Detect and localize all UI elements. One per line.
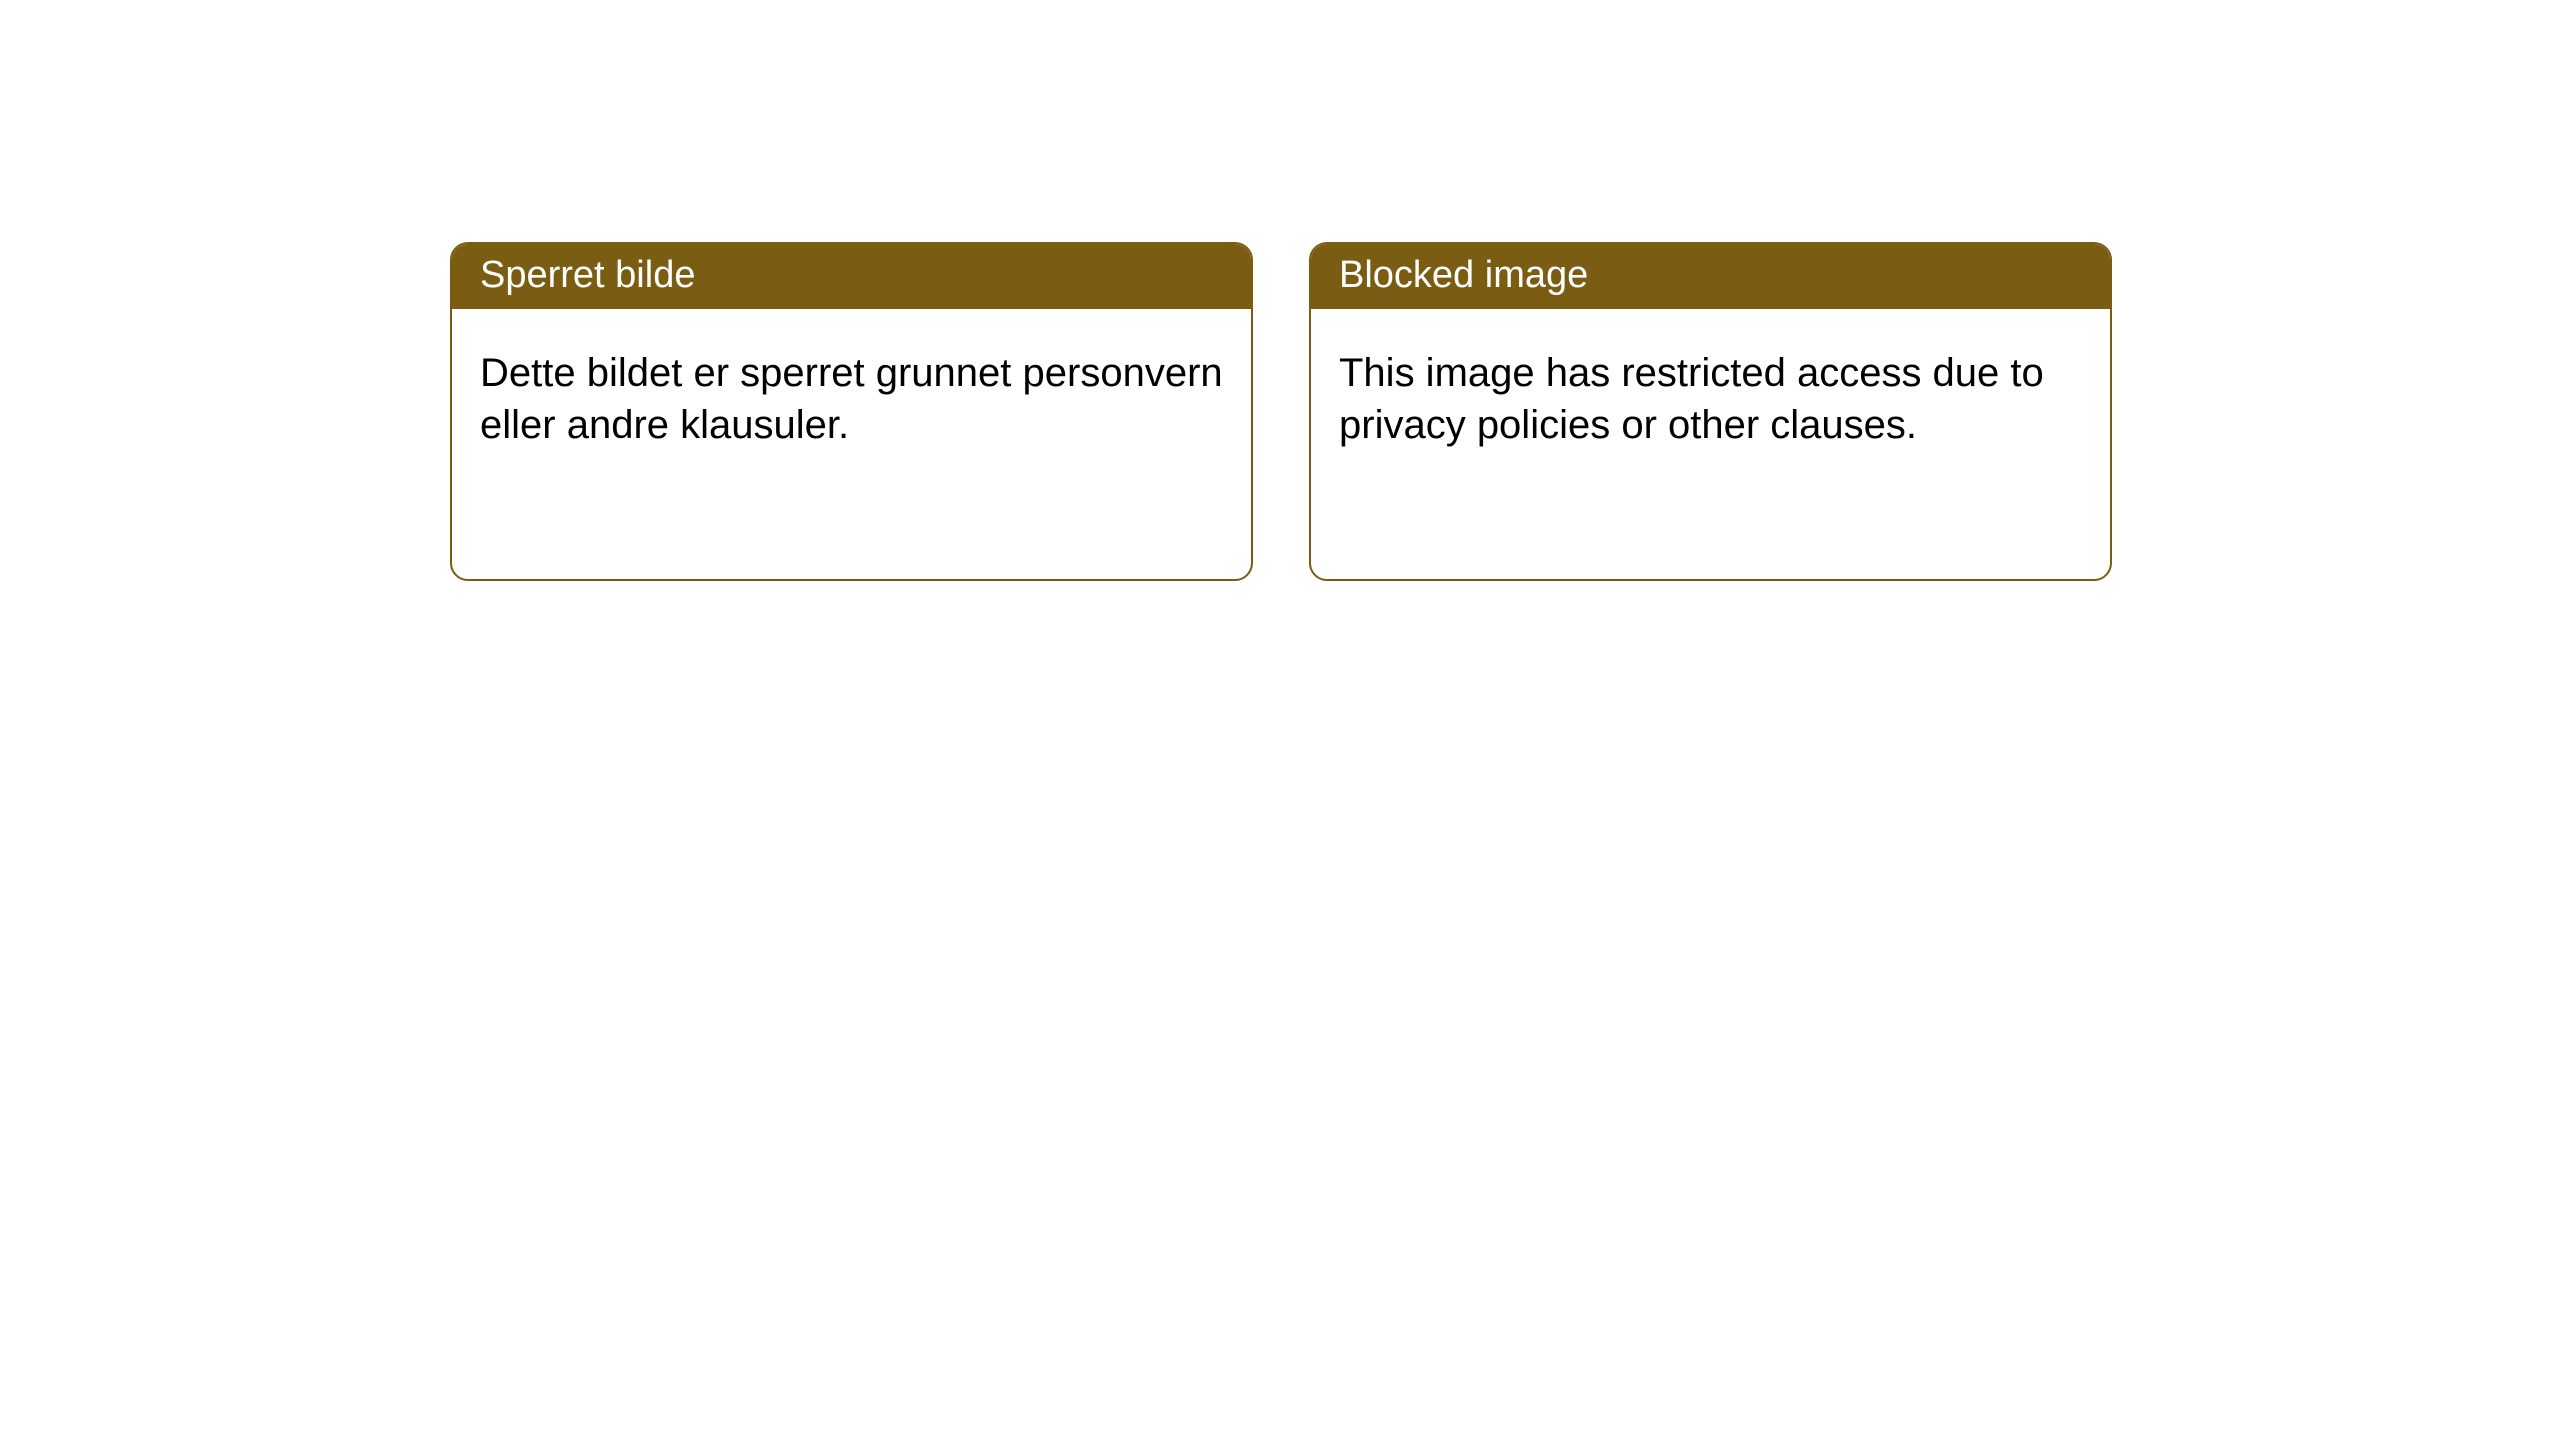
card-title: Blocked image <box>1311 244 2110 309</box>
card-title: Sperret bilde <box>452 244 1251 309</box>
notice-card-english: Blocked image This image has restricted … <box>1309 242 2112 581</box>
card-body: Dette bildet er sperret grunnet personve… <box>452 309 1251 579</box>
notice-container: Sperret bilde Dette bildet er sperret gr… <box>0 0 2560 581</box>
card-body: This image has restricted access due to … <box>1311 309 2110 579</box>
notice-card-norwegian: Sperret bilde Dette bildet er sperret gr… <box>450 242 1253 581</box>
